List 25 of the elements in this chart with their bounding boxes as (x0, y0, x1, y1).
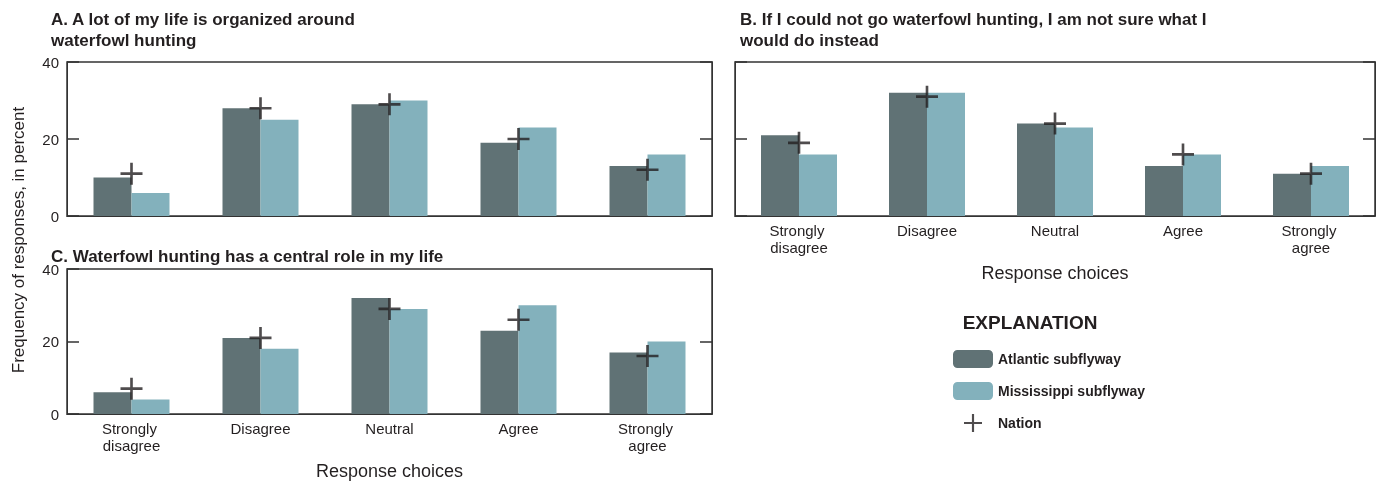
chart-title: A. A lot of my life is organized around waterfowl hunting (50, 10, 360, 50)
x-tick-label: Neutral (1030, 222, 1080, 239)
x-tick-label: Strongly disagree (101, 420, 162, 454)
x-tick-label: Neutral (365, 420, 414, 437)
x-tick-label: Strongly agree (1281, 222, 1341, 256)
x-tick-label: Disagree (896, 222, 958, 239)
y-tick-label: 20 (42, 333, 59, 350)
legend-title: EXPLANATION (962, 312, 1098, 333)
x-tick-label: Disagree (230, 420, 291, 437)
x-tick-label: Strongly disagree (769, 222, 829, 256)
y-tick-label: 40 (42, 53, 59, 71)
x-tick-label: Agree (498, 420, 539, 437)
legend-label: Nation (998, 415, 1042, 431)
chart-title: B. If I could not go waterfowl hunting, I am not sure what I would do instead (739, 10, 1212, 50)
x-axis-title: Response choices (315, 461, 464, 481)
legend-label: Atlantic subflyway (998, 351, 1122, 367)
x-tick-label: Agree (1162, 222, 1204, 239)
x-tick-label: Strongly agree (617, 420, 678, 454)
y-tick-label: 20 (42, 130, 59, 148)
legend-label: Mississippi subflyway (998, 383, 1146, 399)
x-axis-title: Response choices (981, 263, 1129, 283)
chart-title: C. Waterfowl hunting has a central role in my life (51, 247, 444, 266)
y-tick-label: 0 (50, 405, 59, 423)
y-axis-title: Frequency of responses, in percent (9, 106, 28, 374)
y-tick-label: 0 (50, 207, 59, 225)
